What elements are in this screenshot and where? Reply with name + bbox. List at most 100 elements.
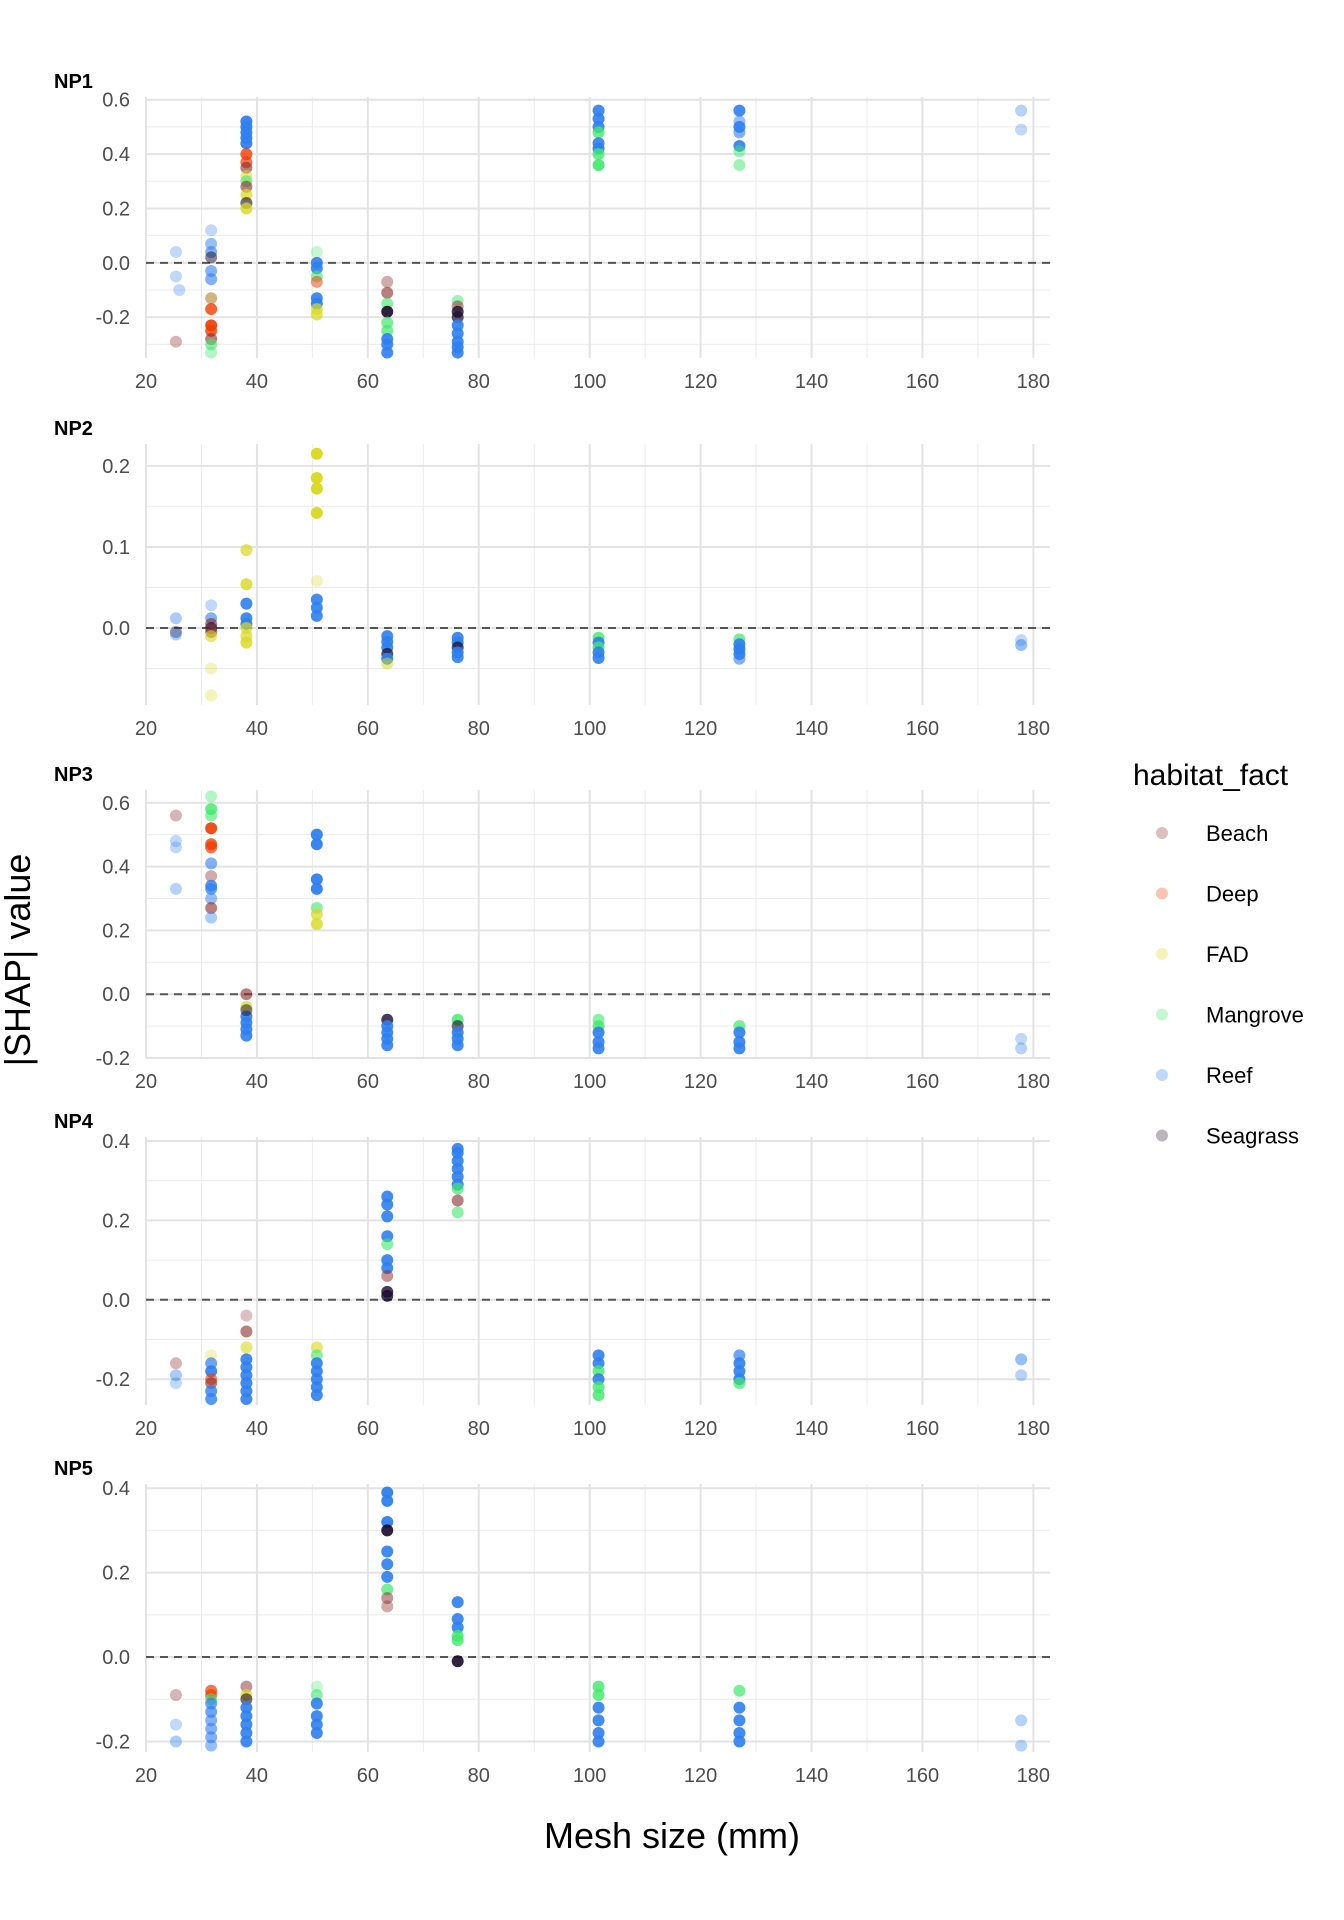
point-reef <box>1015 1739 1028 1752</box>
point-reef <box>451 1621 464 1634</box>
x-tick-label: 20 <box>135 1071 157 1093</box>
y-tick-label: 0.4 <box>102 1478 130 1500</box>
x-tick-label: 80 <box>468 718 490 740</box>
point-reef <box>592 1735 605 1748</box>
x-tick-label: 40 <box>246 371 268 393</box>
legend-items: Beach Deep FAD Mangrove Reef Seagrass <box>1156 821 1304 1149</box>
point-reef <box>169 835 182 848</box>
point-reef <box>733 126 746 139</box>
point-beach <box>205 902 218 915</box>
x-tick-label: 100 <box>573 371 606 393</box>
y-tick-label: 0.4 <box>102 1131 130 1153</box>
x-tick-label: 80 <box>468 1418 490 1440</box>
point-reef <box>169 1735 182 1748</box>
point-reef <box>205 1714 218 1727</box>
x-tick-label: 20 <box>135 718 157 740</box>
point-reef <box>205 224 218 237</box>
legend-key-deep <box>1156 887 1168 900</box>
panel-title: NP4 <box>54 1111 94 1133</box>
point-beach <box>240 1325 253 1338</box>
point-beach <box>381 286 394 299</box>
y-tick-label: -0.2 <box>96 307 130 329</box>
point-fad <box>310 506 323 519</box>
y-tick-label: 0.2 <box>102 456 130 478</box>
point-fad <box>205 630 218 643</box>
y-axis-title: |SHAP| value <box>0 854 38 1067</box>
x-tick-label: 40 <box>246 718 268 740</box>
point-reef <box>451 651 464 664</box>
point-reef <box>205 1697 218 1710</box>
panel-np3: 20 40 60 80 100 120 140 160 180 -0.2 0.0 0.2 0.4 0.6 N… <box>54 764 1050 1093</box>
y-tick-label: 0.2 <box>102 1563 130 1585</box>
point-reef <box>1015 104 1028 117</box>
point-mangrove <box>205 790 218 803</box>
point-beach <box>381 1591 394 1604</box>
point-fad <box>310 574 323 587</box>
point-reef <box>733 652 746 665</box>
x-tick-label: 120 <box>684 1765 717 1787</box>
point-fad <box>240 636 253 649</box>
point-reef <box>381 1494 394 1507</box>
point-fad <box>381 657 394 670</box>
legend-label-fad: FAD <box>1206 942 1249 967</box>
point-mangrove <box>451 1206 464 1219</box>
point-reef <box>1015 1353 1028 1366</box>
point-fad <box>240 578 253 591</box>
point-deep <box>205 822 218 835</box>
point-reef <box>310 838 323 851</box>
point-seagrass <box>381 1289 394 1302</box>
x-tick-label: 160 <box>906 1418 939 1440</box>
point-reef <box>310 1389 323 1402</box>
point-beach <box>240 988 253 1001</box>
point-beach <box>381 1600 394 1613</box>
point-reef <box>205 892 218 905</box>
point-reef <box>592 1727 605 1740</box>
point-reef <box>310 873 323 886</box>
x-tick-label: 160 <box>906 371 939 393</box>
point-mangrove <box>310 245 323 258</box>
point-mangrove <box>310 1680 323 1693</box>
point-beach <box>169 1689 182 1702</box>
point-reef <box>240 597 253 610</box>
point-reef <box>240 1701 253 1714</box>
point-fad <box>310 308 323 321</box>
x-tick-label: 20 <box>135 1418 157 1440</box>
x-tick-label: 40 <box>246 1071 268 1093</box>
x-tick-label: 60 <box>357 718 379 740</box>
x-tick-label: 120 <box>684 1071 717 1093</box>
point-seagrass <box>451 1655 464 1668</box>
point-reef <box>733 1026 746 1039</box>
point-reef <box>169 1718 182 1731</box>
panel-np5: 20 40 60 80 100 120 140 160 180 -0.2 0.0 0.2 0.4 NP5 <box>54 1458 1050 1787</box>
point-reef <box>169 245 182 258</box>
point-beach <box>381 1269 394 1282</box>
point-reef <box>205 1722 218 1735</box>
point-reef <box>451 1596 464 1609</box>
point-reef <box>169 612 182 625</box>
point-reef <box>205 273 218 286</box>
point-reef <box>381 1545 394 1558</box>
x-tick-label: 40 <box>246 1765 268 1787</box>
point-deep <box>310 275 323 288</box>
y-tick-label: -0.2 <box>96 1369 130 1391</box>
point-beach <box>240 1309 253 1322</box>
point-beach <box>169 335 182 348</box>
y-tick-label: 0.2 <box>102 198 130 220</box>
point-reef <box>205 1731 218 1744</box>
panel-np1: 20 40 60 80 100 120 140 160 180 -0.2 0.0 0.2 0.4 0.6 N… <box>54 71 1050 393</box>
point-reef <box>240 1393 253 1406</box>
x-tick-label: 120 <box>684 1418 717 1440</box>
x-tick-label: 120 <box>684 718 717 740</box>
y-tick-label: 0.4 <box>102 857 130 879</box>
legend-label-beach: Beach <box>1206 821 1268 846</box>
x-tick-label: 60 <box>357 371 379 393</box>
point-reef <box>451 1613 464 1626</box>
panel-title: NP1 <box>54 71 93 93</box>
point-fad <box>310 482 323 495</box>
legend-key-beach <box>1156 827 1168 839</box>
point-reef <box>381 1039 394 1052</box>
x-tick-label: 20 <box>135 1765 157 1787</box>
x-tick-label: 60 <box>357 1071 379 1093</box>
legend: habitat_fact Beach Deep FAD Mangrove Reef Sea… <box>1133 759 1304 1149</box>
point-fad <box>205 662 218 675</box>
